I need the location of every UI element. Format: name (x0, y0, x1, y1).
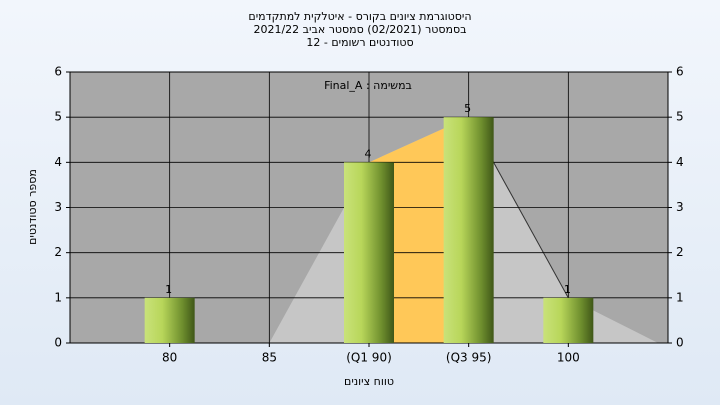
y-tick-label: 3 (54, 200, 62, 214)
y2-tick-label: 5 (676, 110, 684, 124)
x-tick-label: 100 (557, 351, 580, 365)
y-axis-label: מספר סטודנטים (26, 169, 39, 245)
title-line: בסמסטר (02/2021) סמסטר אביב 2021/22 (253, 23, 466, 36)
y2-tick-label: 4 (676, 155, 684, 169)
title-line: סטודנטים רשומים - 12 (306, 36, 413, 49)
y-tick-label: 1 (54, 290, 62, 304)
x-tick-label: (Q3 95) (446, 351, 492, 365)
y-tick-label: 2 (54, 245, 62, 259)
y-tick-label: 4 (54, 155, 62, 169)
bar (543, 297, 594, 343)
x-axis-label: טווח ציונים (344, 375, 394, 388)
bar (144, 297, 195, 343)
bar (443, 117, 494, 344)
y-tick-label: 6 (54, 65, 62, 79)
y2-tick-label: 2 (676, 245, 684, 259)
y2-tick-label: 6 (676, 65, 684, 79)
title-line: היסטוגרמת ציונים בקורס - איטלקית למתקדמי… (248, 10, 471, 23)
value-label: 1 (165, 283, 172, 296)
y2-tick-label: 1 (676, 290, 684, 304)
annotation: Final_A : במשימה (324, 79, 412, 92)
x-tick-label: 85 (262, 351, 277, 365)
value-label: 1 (564, 283, 571, 296)
x-tick-label: 80 (162, 351, 177, 365)
value-label: 5 (464, 102, 471, 115)
y-tick-label: 0 (54, 336, 62, 350)
bar (344, 162, 394, 343)
y2-tick-label: 0 (676, 336, 684, 350)
value-label: 4 (365, 147, 372, 160)
x-tick-label: (Q1 90) (346, 351, 392, 365)
y2-tick-label: 3 (676, 200, 684, 214)
y-tick-label: 5 (54, 110, 62, 124)
